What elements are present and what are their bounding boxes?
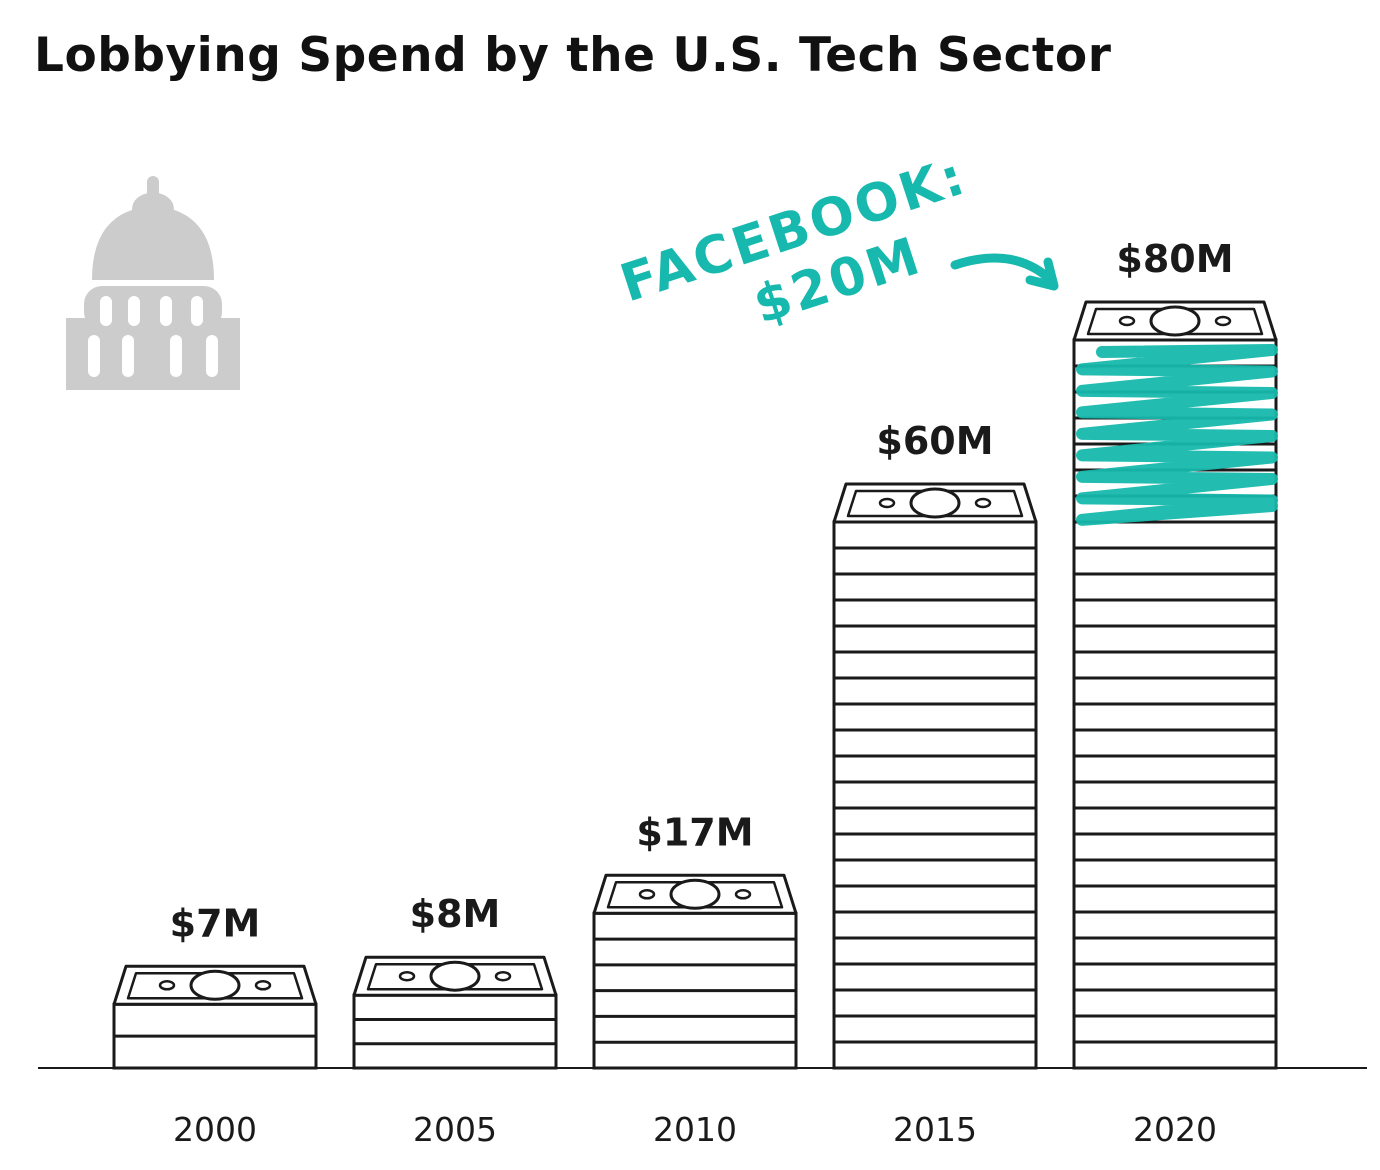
x-tick-label-2020: 2020: [1133, 1110, 1217, 1149]
bar-2010: [592, 873, 798, 1070]
bar-2020: [1072, 300, 1278, 1070]
bar-body: [352, 993, 558, 1070]
bill-top-2000: [112, 964, 318, 1006]
value-label-2005: $8M: [410, 892, 501, 936]
bars-group: $7M 2000 $8M 2005 $17M 2010 $60M 2015 $80M 2020: [112, 237, 1278, 1149]
bill-top-2015: [832, 482, 1038, 524]
bill-top-2005: [352, 955, 558, 997]
x-tick-label-2000: 2000: [173, 1110, 257, 1149]
capitol-dome-icon: [66, 176, 240, 390]
value-label-2010: $17M: [636, 810, 753, 854]
bill-top-2020: [1072, 300, 1278, 342]
bar-2015: [832, 482, 1038, 1070]
value-label-2020: $80M: [1116, 237, 1233, 281]
annotation-arrowhead-icon: [1025, 257, 1059, 291]
facebook-annotation: FACEBOOK: $20M: [613, 140, 1059, 374]
bar-2005: [352, 955, 558, 1070]
svg-text:FACEBOOK: $20M: FACEBOOK: $20M: [613, 140, 1013, 374]
annotation-arrow-icon: [950, 253, 1058, 287]
value-label-2000: $7M: [170, 901, 261, 945]
facebook-share-scribble: [1076, 344, 1278, 526]
x-tick-label-2005: 2005: [413, 1110, 497, 1149]
x-tick-label-2015: 2015: [893, 1110, 977, 1149]
value-label-2015: $60M: [876, 419, 993, 463]
x-tick-label-2010: 2010: [653, 1110, 737, 1149]
bar-body: [832, 520, 1038, 1070]
bar-2000: [112, 964, 318, 1070]
chart-title: Lobbying Spend by the U.S. Tech Sector: [34, 28, 1112, 83]
bill-top-2010: [592, 873, 798, 915]
